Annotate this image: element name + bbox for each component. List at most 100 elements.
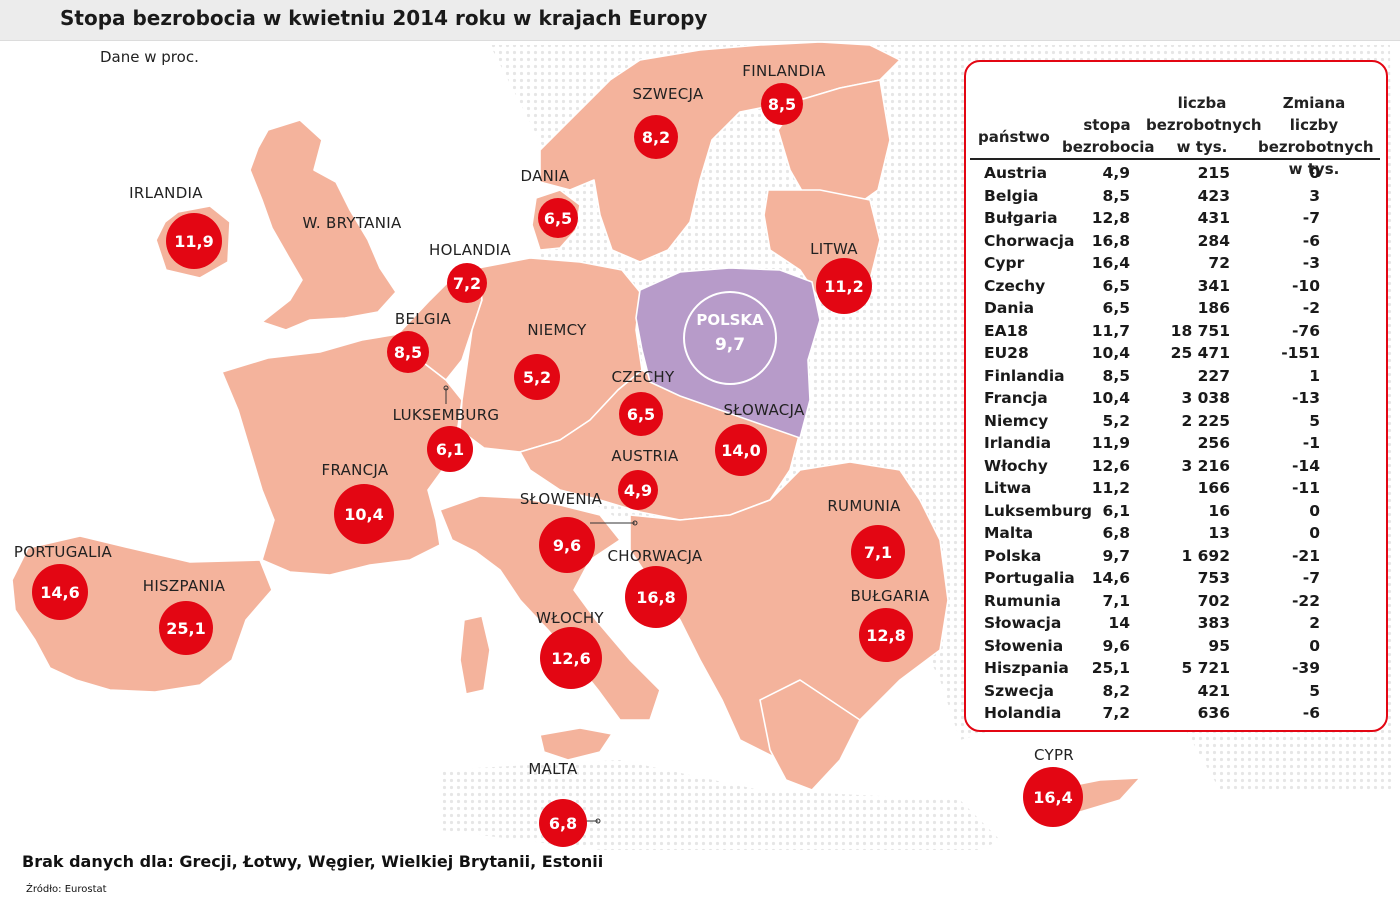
table-row: Holandia 7,2 636 -6 [966, 702, 1386, 725]
label-holandia: HOLANDIA [429, 241, 511, 259]
label-czechy: CZECHY [611, 368, 675, 386]
cell-rate: 9,7 [1102, 546, 1130, 565]
land-sardinia [459, 615, 491, 695]
cell-unemployed: 2 225 [1181, 411, 1230, 430]
cell-change: -1 [1302, 434, 1320, 452]
header-rate: stopa bezrobocia [1062, 116, 1155, 156]
label-malta: MALTA [528, 760, 578, 778]
cell-unemployed: 753 [1197, 569, 1230, 587]
cell-change: 3 [1309, 186, 1320, 205]
label-w-brytania: W. BRYTANIA [302, 214, 402, 232]
header-divider [970, 158, 1380, 160]
poland-name: POLSKA [696, 311, 764, 329]
cell-country: Portugalia [984, 569, 1075, 587]
cell-change: -11 [1291, 479, 1320, 497]
cell-change: -10 [1291, 276, 1320, 295]
cell-country: Chorwacja [984, 231, 1075, 250]
bubble-francja: 10,4 [334, 484, 394, 544]
cell-rate: 4,9 [1102, 164, 1130, 182]
table-row: Malta 6,8 13 0 [966, 522, 1386, 545]
cell-country: Polska [984, 546, 1042, 565]
table-row: Luksemburg 6,1 16 0 [966, 500, 1386, 523]
land-great-britain [249, 119, 397, 331]
cell-country: Dania [984, 299, 1035, 317]
cell-rate: 9,6 [1102, 636, 1130, 655]
cell-rate: 6,8 [1102, 524, 1130, 542]
header-change: Zmiana liczby bezrobotnych w tys. [1258, 94, 1374, 178]
background-africa [440, 760, 1000, 850]
label-niemcy: NIEMCY [527, 321, 587, 339]
poland-value: 9,7 [714, 335, 746, 355]
cell-unemployed: 3 038 [1181, 389, 1230, 407]
cell-rate: 6,1 [1102, 501, 1130, 520]
cell-unemployed: 166 [1197, 479, 1230, 497]
land-sicily [539, 727, 613, 761]
cell-rate: 16,4 [1091, 254, 1130, 272]
cell-rate: 11,2 [1091, 479, 1130, 497]
cell-country: Malta [984, 524, 1034, 542]
bubble-chorwacja: 16,8 [625, 566, 687, 628]
cell-change: -39 [1291, 659, 1320, 677]
label-finlandia: FINLANDIA [742, 62, 826, 80]
cell-unemployed: 284 [1197, 231, 1230, 250]
cell-unemployed: 227 [1197, 366, 1230, 385]
label-slowacja: SŁOWACJA [723, 401, 805, 419]
cell-unemployed: 72 [1208, 254, 1230, 272]
poland-highlight: POLSKA 9,7 [683, 291, 777, 385]
pointer-malta-dot [595, 818, 601, 824]
cell-unemployed: 421 [1197, 681, 1230, 700]
cell-rate: 5,2 [1102, 411, 1130, 430]
cell-country: Włochy [984, 456, 1048, 475]
cell-unemployed: 186 [1197, 299, 1230, 317]
table-row: Włochy 12,6 3 216 -14 [966, 455, 1386, 478]
cell-rate: 12,8 [1091, 209, 1130, 227]
label-cypr: CYPR [1033, 746, 1075, 764]
cell-change: -7 [1302, 569, 1320, 587]
cell-change: -3 [1302, 254, 1320, 272]
label-chorwacja: CHORWACJA [607, 547, 703, 565]
cell-unemployed: 341 [1197, 276, 1230, 295]
cell-country: Bułgaria [984, 209, 1058, 227]
table-row: Bułgaria 12,8 431 -7 [966, 207, 1386, 230]
cell-country: Czechy [984, 276, 1046, 295]
table-row: Cypr 16,4 72 -3 [966, 252, 1386, 275]
bubble-czechy: 6,5 [619, 392, 663, 436]
table-body: Austria 4,9 215 0 Belgia 8,5 423 3 Bułgaria 12,8 4… [966, 162, 1386, 725]
bubble-malta: 6,8 [539, 799, 587, 847]
cell-country: Austria [984, 164, 1048, 182]
cell-unemployed: 18 751 [1170, 321, 1230, 340]
label-wlochy: WŁOCHY [536, 609, 604, 627]
cell-country: Belgia [984, 186, 1039, 205]
cell-change: 0 [1309, 501, 1320, 520]
cell-country: Luksemburg [984, 501, 1092, 520]
table-row: Polska 9,7 1 692 -21 [966, 545, 1386, 568]
cell-country: Rumunia [984, 591, 1061, 610]
table-row: EA18 11,7 18 751 -76 [966, 320, 1386, 343]
label-litwa: LITWA [810, 240, 858, 258]
cell-change: -6 [1302, 231, 1320, 250]
label-francja: FRANCJA [321, 461, 389, 479]
data-table: państwo stopa bezrobocia liczba bezrobot… [964, 60, 1388, 732]
cell-rate: 11,9 [1091, 434, 1130, 452]
source-note: Źródło: Eurostat [26, 884, 107, 895]
map-subtitle: Dane w proc. [100, 48, 199, 66]
cell-unemployed: 1 692 [1181, 546, 1230, 565]
table-row: Irlandia 11,9 256 -1 [966, 432, 1386, 455]
cell-country: Słowacja [984, 614, 1062, 632]
cell-rate: 10,4 [1091, 389, 1130, 407]
cell-unemployed: 431 [1197, 209, 1230, 227]
pointer-slovenia-dot [632, 520, 638, 526]
table-row: Belgia 8,5 423 3 [966, 185, 1386, 208]
header-unemployed: liczba bezrobotnych w tys. [1146, 94, 1262, 156]
bubble-litwa: 11,2 [816, 258, 872, 314]
label-dania: DANIA [520, 167, 570, 185]
bubble-finlandia: 8,5 [761, 83, 803, 125]
label-szwecja: SZWECJA [632, 85, 704, 103]
cell-country: Niemcy [984, 411, 1049, 430]
cell-change: 0 [1309, 164, 1320, 182]
cell-country: Cypr [984, 254, 1025, 272]
bubble-cypr: 16,4 [1023, 767, 1083, 827]
cell-change: -6 [1302, 704, 1320, 722]
bubble-hiszpania: 25,1 [159, 601, 213, 655]
table-row: Austria 4,9 215 0 [966, 162, 1386, 185]
